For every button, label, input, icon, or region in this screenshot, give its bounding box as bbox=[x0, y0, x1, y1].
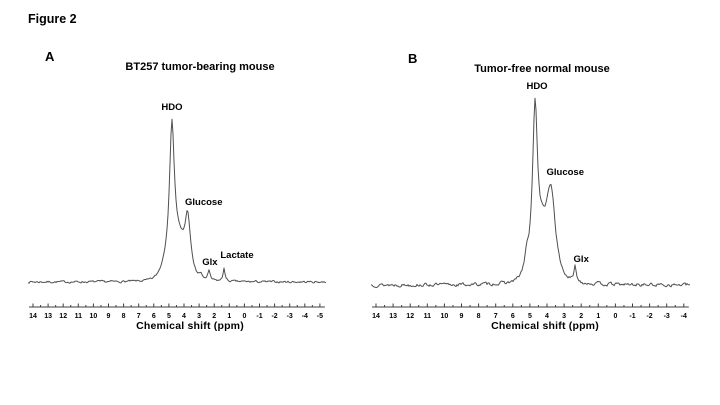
x-axis-tick-label: 5 bbox=[528, 313, 532, 320]
panel-b-xaxis-title: Chemical shift (ppm) bbox=[491, 320, 599, 332]
x-axis-tick-label: 5 bbox=[167, 313, 171, 320]
x-axis-tick-label: -1 bbox=[256, 313, 262, 320]
peak-label-glx: Glx bbox=[573, 254, 589, 266]
panel-b-plot: 14 13 12 11 10 9 8 7 6 5 4 3 2 1 0 -1 -2 -3 -4 bbox=[370, 97, 690, 320]
x-axis-tick-label: 2 bbox=[212, 313, 216, 320]
peak-label-glx: Glx bbox=[202, 256, 218, 268]
x-axis-tick-label: 4 bbox=[182, 313, 186, 320]
x-axis-tick-label: -2 bbox=[271, 313, 277, 320]
x-axis-tick-label: 12 bbox=[59, 313, 67, 320]
x-axis-tick-label: 3 bbox=[562, 313, 566, 320]
x-axis-tick-label: 2 bbox=[579, 313, 583, 320]
figure-label: Figure 2 bbox=[28, 12, 77, 26]
x-axis-tick-label: 14 bbox=[372, 313, 380, 320]
x-axis-tick-label: -3 bbox=[287, 313, 293, 320]
x-axis-tick-label: 11 bbox=[424, 313, 432, 320]
x-axis-tick-label: 0 bbox=[613, 313, 617, 320]
peak-label-glucose: Glucose bbox=[546, 167, 585, 179]
x-axis-tick-label: 4 bbox=[545, 313, 549, 320]
panel-a-plot: 14 13 12 11 10 9 8 7 6 5 4 3 2 1 0 -1 -2 -3 -4 -5 bbox=[27, 118, 327, 320]
panel-a-xaxis-title: Chemical shift (ppm) bbox=[136, 320, 244, 332]
x-axis-tick-label: 12 bbox=[406, 313, 414, 320]
x-axis-tick-label: 7 bbox=[494, 313, 498, 320]
x-axis-tick-label: -3 bbox=[664, 313, 670, 320]
peak-label-glucose: Glucose bbox=[185, 196, 223, 208]
x-axis-tick-label: 10 bbox=[441, 313, 449, 320]
x-axis-tick-label: 1 bbox=[596, 313, 600, 320]
panel-a-title: BT257 tumor-bearing mouse bbox=[125, 61, 275, 73]
x-axis-tick-label: 13 bbox=[44, 313, 52, 320]
x-axis-tick-label: 1 bbox=[227, 313, 231, 320]
x-axis-tick-label: -4 bbox=[302, 313, 308, 320]
x-axis-tick-label: 13 bbox=[389, 313, 397, 320]
x-axis-tick-label: -5 bbox=[317, 313, 323, 320]
spectrum-trace bbox=[370, 97, 690, 288]
panel-b-title: Tumor-free normal mouse bbox=[474, 63, 610, 75]
x-axis-tick-label: -1 bbox=[629, 313, 635, 320]
x-axis-tick-label: 8 bbox=[122, 313, 126, 320]
spectrum-trace bbox=[27, 118, 327, 284]
peak-label-lactate: Lactate bbox=[220, 250, 254, 262]
x-axis-tick-label: 7 bbox=[137, 313, 141, 320]
panel-b-letter: B bbox=[408, 51, 418, 66]
x-axis-tick-label: 9 bbox=[460, 313, 464, 320]
x-axis-tick-label: -2 bbox=[646, 313, 652, 320]
x-axis-tick-label: 8 bbox=[477, 313, 481, 320]
x-axis-tick-label: 3 bbox=[197, 313, 201, 320]
x-axis-tick-label: 6 bbox=[511, 313, 515, 320]
panel-a-letter: A bbox=[45, 49, 55, 64]
x-axis-tick-label: 0 bbox=[242, 313, 246, 320]
x-axis-tick-label: 11 bbox=[75, 313, 83, 320]
peak-label-hdo: HDO bbox=[161, 102, 183, 114]
x-axis-tick-label: 6 bbox=[152, 313, 156, 320]
x-axis-tick-label: 9 bbox=[107, 313, 111, 320]
x-axis-tick-label: 14 bbox=[29, 313, 37, 320]
x-axis-tick-label: 10 bbox=[90, 313, 98, 320]
x-axis-tick-label: -4 bbox=[681, 313, 687, 320]
peak-label-hdo: HDO bbox=[526, 80, 548, 92]
